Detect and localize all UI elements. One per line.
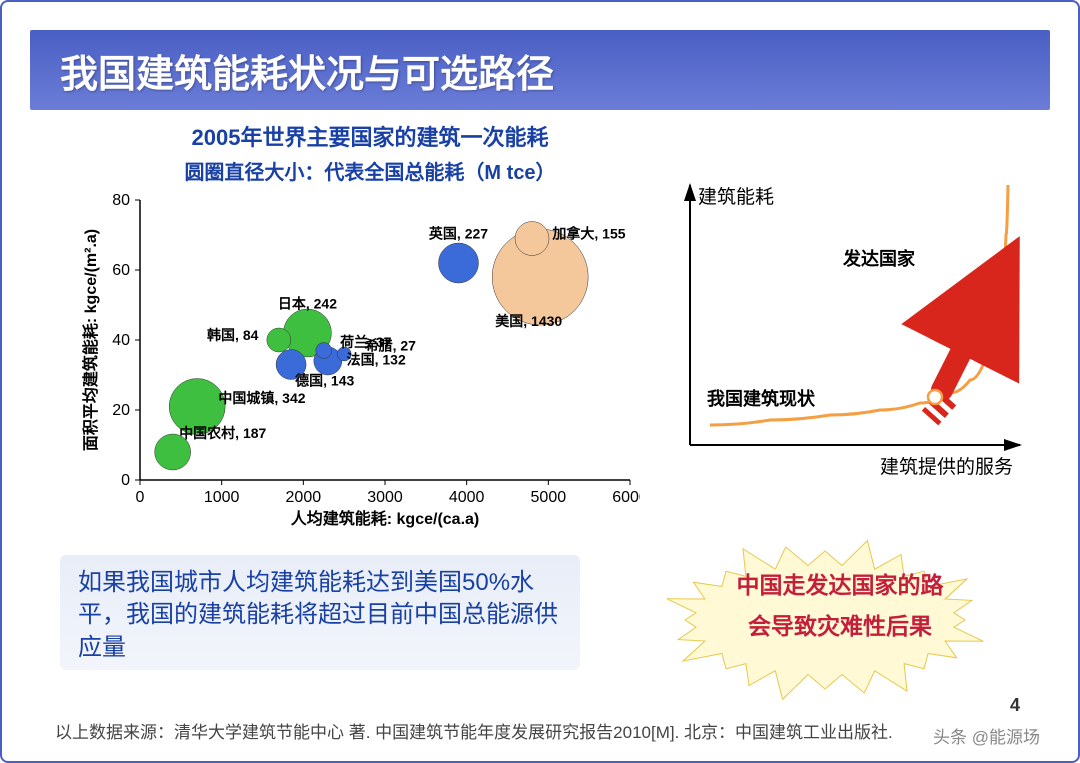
bubble-chart: 0 1000 2000 3000 4000 5000 6000 0 20 40 60 80 人均建筑能耗… <box>80 190 640 530</box>
marker-我国建筑现状 <box>928 390 942 404</box>
marker-发达国家 <box>996 258 1010 272</box>
bubble-label-美国: 美国, 1430 <box>495 313 562 329</box>
marker-label-发达国家: 发达国家 <box>842 248 916 269</box>
page-number: 4 <box>1010 695 1020 716</box>
source-citation: 以上数据来源：清华大学建筑节能中心 著. 中国建筑节能年度发展研究报告2010[… <box>55 718 1055 743</box>
bubble-韩国 <box>267 328 291 352</box>
slide: 我国建筑能耗状况与可选路径 2005年世界主要国家的建筑一次能耗 圆圈直径大小：… <box>0 0 1080 763</box>
svg-text:40: 40 <box>112 332 130 349</box>
curve-chart: 建筑能耗建筑提供的服务 我国建筑现状 发达国家 <box>660 165 1040 495</box>
watermark: 头条 @能源场 <box>933 723 1040 748</box>
starburst-text: 中国走发达国家的路 会导致灾难性后果 <box>690 565 990 648</box>
bubble-label-德国: 德国, 143 <box>295 373 354 389</box>
bubble-label-英国: 英国, 227 <box>428 226 488 242</box>
svg-text:建筑能耗: 建筑能耗 <box>698 186 774 208</box>
starburst-line2: 会导致灾难性后果 <box>690 606 990 647</box>
svg-text:0: 0 <box>136 489 145 506</box>
svg-text:人均建筑能耗: kgce/(ca.a): 人均建筑能耗: kgce/(ca.a) <box>291 509 480 528</box>
svg-text:2000: 2000 <box>286 489 322 506</box>
bubble-label-中国农村: 中国农村, 187 <box>179 425 266 441</box>
svg-text:0: 0 <box>121 472 130 489</box>
starburst-line1: 中国走发达国家的路 <box>690 565 990 606</box>
bubble-label-韩国: 韩国, 84 <box>207 327 259 343</box>
svg-text:60: 60 <box>112 262 130 279</box>
bubble-label-加拿大: 加拿大, 155 <box>551 226 625 242</box>
svg-text:3000: 3000 <box>367 489 403 506</box>
bubble-荷兰 <box>316 343 332 359</box>
slide-title: 我国建筑能耗状况与可选路径 <box>60 43 554 98</box>
svg-text:4000: 4000 <box>449 489 485 506</box>
bubble-label-法国: 法国, 132 <box>347 352 406 368</box>
note-text: 如果我国城市人均建筑能耗达到美国50%水平，我国的建筑能耗将超过目前中国总能源供… <box>78 567 562 664</box>
bubble-英国 <box>439 243 479 283</box>
svg-text:80: 80 <box>112 192 130 209</box>
svg-text:面积平均建筑能耗: kgce/(m².a): 面积平均建筑能耗: kgce/(m².a) <box>81 229 100 451</box>
svg-text:5000: 5000 <box>531 489 567 506</box>
svg-text:6000: 6000 <box>612 489 640 506</box>
svg-text:1000: 1000 <box>204 489 240 506</box>
chart-title-1: 2005年世界主要国家的建筑一次能耗 <box>120 120 620 152</box>
bubble-label-中国城镇: 中国城镇, 342 <box>218 390 305 406</box>
bubble-label-希腊: 希腊, 27 <box>365 338 417 354</box>
title-bar: 我国建筑能耗状况与可选路径 <box>30 30 1050 110</box>
bubble-chart-header: 2005年世界主要国家的建筑一次能耗 圆圈直径大小：代表全国总能耗（M tce） <box>120 120 620 185</box>
svg-text:20: 20 <box>112 402 130 419</box>
bubble-加拿大 <box>515 222 549 256</box>
bubble-label-日本: 日本, 242 <box>278 296 337 312</box>
marker-label-我国建筑现状: 我国建筑现状 <box>707 388 816 409</box>
chart-title-2: 圆圈直径大小：代表全国总能耗（M tce） <box>120 156 620 185</box>
trend-arrow <box>942 295 990 390</box>
note-box: 如果我国城市人均建筑能耗达到美国50%水平，我国的建筑能耗将超过目前中国总能源供… <box>60 555 580 670</box>
svg-text:建筑提供的服务: 建筑提供的服务 <box>880 456 1013 478</box>
